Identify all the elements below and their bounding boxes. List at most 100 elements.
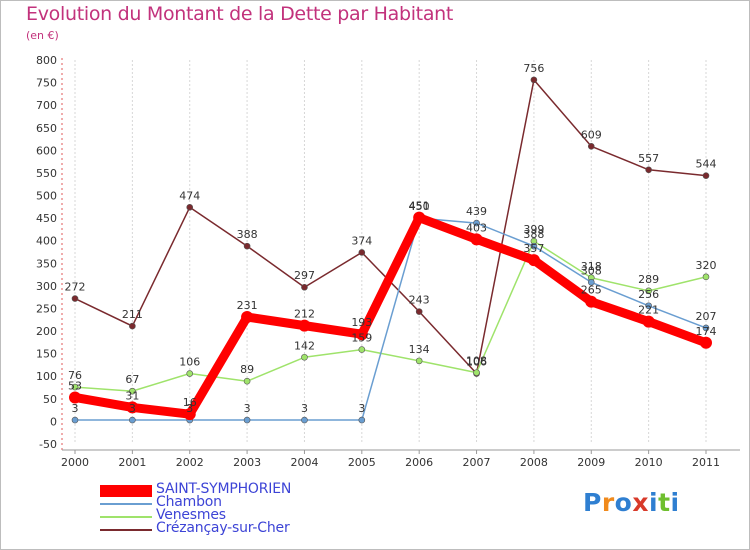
data-label: 211 (122, 308, 143, 321)
data-label: 388 (237, 228, 258, 241)
data-label: 544 (696, 158, 717, 171)
data-label: 3 (358, 402, 365, 415)
data-point (702, 172, 710, 179)
data-label: 89 (240, 363, 254, 376)
legend-swatch (100, 516, 152, 518)
y-tick-label: -50 (39, 438, 57, 451)
data-label: 403 (466, 221, 487, 234)
y-tick-label: 100 (36, 370, 57, 383)
y-tick-label: 450 (36, 212, 57, 225)
data-label: 265 (581, 284, 602, 297)
data-label: 207 (696, 310, 717, 323)
legend-swatch (100, 485, 152, 497)
data-point (645, 302, 652, 310)
data-point (470, 233, 483, 246)
logo-letter: t (658, 488, 671, 517)
data-point (301, 353, 308, 361)
data-label: 159 (351, 332, 372, 345)
data-label: 474 (179, 189, 200, 202)
logo-letter: P (583, 488, 602, 517)
y-tick-label: 200 (36, 325, 57, 338)
data-label: 609 (581, 128, 602, 141)
data-label: 221 (638, 304, 659, 317)
data-label: 231 (237, 299, 258, 312)
x-tick-label: 2004 (290, 456, 318, 469)
data-point (702, 324, 710, 332)
data-point (301, 283, 308, 291)
data-point (358, 416, 366, 424)
data-label: 106 (466, 356, 487, 369)
y-tick-label: 650 (36, 122, 57, 135)
data-label: 174 (696, 325, 717, 338)
data-point (473, 219, 480, 227)
data-point (186, 370, 194, 377)
x-tick-labels: 2000 2001 2002 2003 2004 2005 2006 2007 2008 2009… (61, 450, 720, 469)
data-label: 67 (125, 373, 139, 386)
logo-letter: r (601, 488, 615, 517)
data-label: 451 (409, 200, 430, 213)
x-tick-label: 2006 (405, 456, 433, 469)
x-tick-label: 2009 (577, 456, 605, 469)
y-tick-label: 300 (36, 280, 57, 293)
x-tick-label: 2001 (118, 456, 146, 469)
data-label: 320 (696, 259, 717, 272)
data-label: 31 (125, 389, 139, 402)
x-tick-label: 2008 (520, 456, 548, 469)
series-line (74, 217, 707, 421)
data-label: 3 (301, 402, 308, 415)
data-label: 756 (523, 62, 544, 75)
y-tick-label: 750 (36, 77, 57, 90)
legend-swatch (100, 503, 152, 505)
x-tick-label: 2000 (61, 456, 89, 469)
data-point (530, 76, 538, 84)
x-tick-label: 2007 (463, 456, 491, 469)
data-point (358, 346, 366, 353)
legend-label: SAINT-SYMPHORIEN (156, 481, 292, 497)
series-1 (71, 214, 710, 424)
y-tick-label: 250 (36, 302, 57, 315)
x-tick-label: 2005 (348, 456, 376, 469)
data-point (527, 254, 540, 267)
data-label: 374 (351, 234, 372, 247)
data-label: 450 (409, 200, 430, 213)
data-point (183, 408, 196, 421)
data-label: 439 (466, 205, 487, 218)
y-tick-label: 350 (36, 257, 57, 270)
legend-label: Venesmes (156, 507, 226, 523)
data-point (473, 369, 480, 376)
y-tick-label: 0 (50, 415, 57, 428)
y-tick-labels: -50 0 50 100 150 200 250 300 350 400 450 500 550 600 6… (36, 54, 57, 451)
data-point (642, 315, 655, 328)
legend-swatch (100, 529, 152, 531)
chart-title: Evolution du Montant de la Dette par Hab… (26, 3, 454, 25)
chart-subtitle: (en €) (26, 29, 59, 42)
data-label: 388 (523, 228, 544, 241)
data-label: 76 (68, 369, 82, 382)
data-point (587, 142, 595, 150)
data-point (129, 322, 136, 330)
data-label: 142 (294, 339, 315, 352)
data-point (71, 295, 79, 302)
series-2 (71, 237, 710, 395)
legend-label: Chambon (156, 494, 222, 510)
x-tick-label: 2002 (176, 456, 204, 469)
series-0 (69, 211, 712, 421)
data-point (358, 249, 366, 256)
logo-letter: i (670, 488, 680, 517)
logo-letter: x (632, 488, 649, 517)
data-label: 318 (581, 260, 602, 273)
data-point (645, 287, 652, 295)
data-label: 212 (294, 308, 315, 321)
data-point (530, 242, 538, 250)
data-point (126, 401, 139, 414)
data-label: 256 (638, 288, 659, 301)
data-label: 308 (581, 264, 602, 277)
logo-letter: o (614, 488, 633, 517)
data-point (415, 357, 423, 365)
data-label: 243 (409, 294, 430, 307)
data-label: 289 (638, 273, 659, 286)
data-point (702, 273, 710, 281)
data-point (301, 416, 308, 424)
series-line (74, 240, 707, 392)
